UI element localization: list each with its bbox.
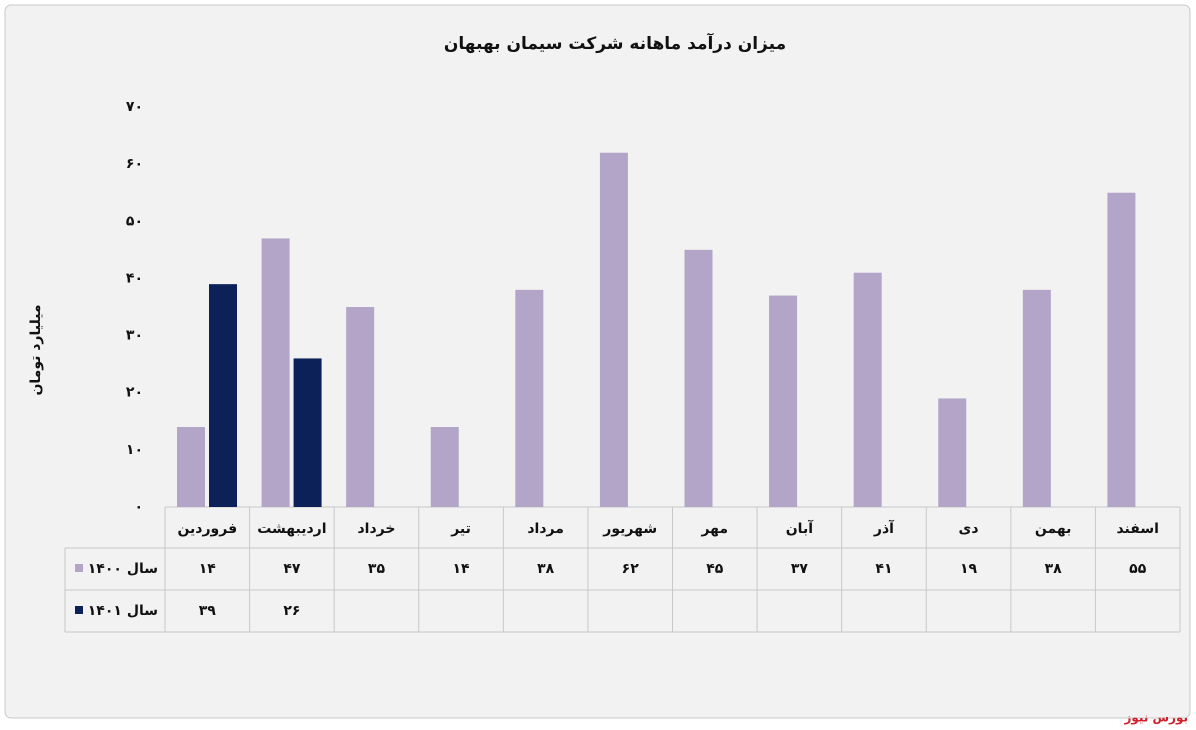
bar	[209, 284, 237, 507]
table-value: ۴۱	[875, 561, 892, 577]
table-value: ۲۶	[283, 603, 300, 619]
x-tick-label: فروردین	[177, 521, 237, 537]
x-tick-label: دی	[959, 521, 979, 537]
table-value: ۳۸	[537, 561, 555, 577]
bar	[515, 289, 544, 507]
y-tick-label: ۶۰	[126, 156, 143, 172]
bar	[293, 358, 322, 507]
table-value: ۴۵	[706, 561, 724, 577]
chart-title: میزان درآمد ماهانه شرکت سیمان بهبهان	[444, 32, 786, 54]
table-value: ۵۵	[1129, 561, 1147, 577]
bar	[599, 152, 628, 507]
x-tick-label: تیر	[450, 521, 471, 537]
table-value: ۳۵	[368, 561, 386, 577]
bar	[430, 427, 459, 507]
bar	[261, 238, 290, 507]
y-tick-label: ۷۰	[126, 99, 143, 115]
table-value: ۳۹	[199, 603, 217, 619]
x-tick-label: آبان	[786, 519, 814, 537]
table-value: ۶۲	[622, 561, 640, 577]
x-tick-label: مهر	[700, 521, 728, 537]
table-value: ۳۸	[1045, 561, 1063, 577]
bar	[1107, 192, 1136, 507]
bar	[684, 249, 713, 507]
bar	[938, 398, 967, 507]
x-tick-label: مرداد	[527, 521, 564, 537]
y-tick-label: ۱۰	[126, 442, 143, 458]
bar	[853, 272, 882, 507]
x-tick-label: اسفند	[1116, 521, 1158, 537]
chart-frame	[4, 4, 1191, 719]
table-value: ۱۹	[960, 561, 978, 577]
legend-label: سال ۱۴۰۱	[88, 603, 158, 619]
legend-marker	[75, 564, 83, 572]
legend-marker	[75, 606, 83, 614]
table-value: ۱۴	[199, 561, 217, 577]
bar	[769, 295, 798, 507]
bar	[1022, 289, 1051, 507]
x-tick-label: بهمن	[1035, 521, 1071, 537]
y-tick-label: ۵۰	[126, 213, 143, 229]
bar	[346, 307, 375, 507]
bar	[177, 427, 205, 507]
table-value: ۱۴	[452, 561, 470, 577]
y-axis-label: میلیارد تومان	[28, 304, 44, 395]
y-tick-label: ۴۰	[126, 270, 143, 286]
x-tick-label: خرداد	[357, 521, 395, 537]
legend-label: سال ۱۴۰۰	[88, 561, 158, 577]
watermark: بورس نیوز	[1123, 711, 1188, 726]
y-tick-label: ۰	[134, 499, 143, 515]
y-tick-label: ۲۰	[126, 385, 143, 401]
table-value: ۳۷	[791, 561, 809, 577]
y-tick-label: ۳۰	[126, 328, 143, 344]
table-value: ۴۷	[283, 561, 301, 577]
x-tick-label: اردیبهشت	[257, 521, 326, 537]
x-tick-label: آذر	[873, 519, 895, 537]
x-tick-label: شهریور	[602, 521, 657, 537]
